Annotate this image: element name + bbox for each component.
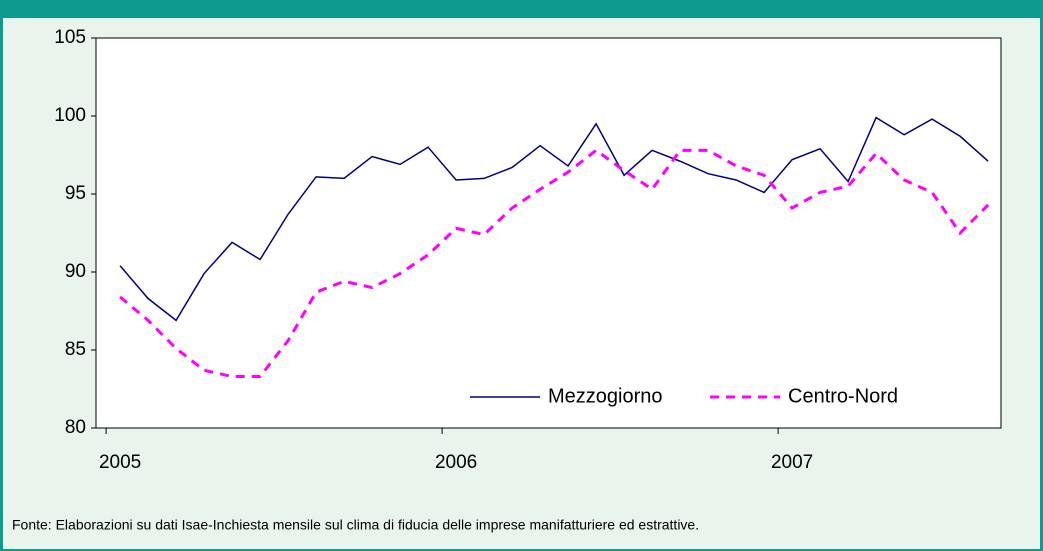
legend-label: Centro-Nord	[788, 385, 898, 407]
y-tick-label: 85	[65, 339, 86, 360]
y-tick-label: 100	[54, 105, 86, 126]
y-tick-label: 90	[65, 261, 86, 282]
line-series	[119, 148, 990, 379]
x-tick-label: 2006	[435, 452, 477, 473]
x-tick-label: 2005	[99, 452, 141, 473]
top-bar	[3, 0, 1040, 18]
y-tick-label: 80	[65, 417, 86, 438]
x-tick-label: 2007	[771, 452, 813, 473]
y-tick-label: 105	[54, 27, 86, 48]
y-tick-label: 95	[65, 183, 86, 204]
source-note: Fonte: Elaborazioni su dati Isae-Inchies…	[12, 517, 699, 533]
plot-area	[95, 37, 1002, 429]
line-series	[119, 116, 989, 322]
legend-label: Mezzogiorno	[548, 385, 663, 407]
